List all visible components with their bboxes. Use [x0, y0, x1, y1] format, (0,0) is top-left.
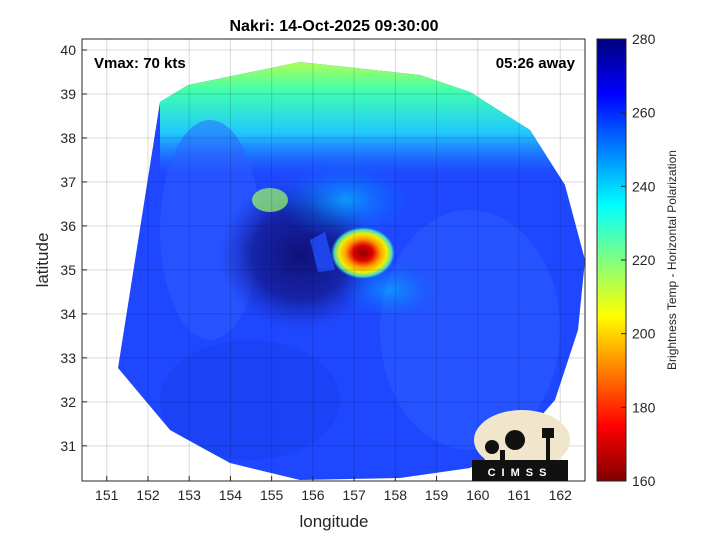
time-away-annotation: 05:26 away [496, 55, 576, 72]
swath-image [118, 62, 585, 480]
x-tick-label: 160 [466, 487, 490, 503]
x-tick-label: 157 [342, 487, 366, 503]
y-tick-label: 32 [60, 394, 76, 410]
y-axis-label: latitude [33, 233, 52, 288]
y-axis-ticks: 31 32 33 34 35 36 37 38 39 40 [60, 42, 87, 454]
x-tick-label: 156 [301, 487, 325, 503]
y-tick-label: 40 [60, 42, 76, 58]
y-tick-label: 33 [60, 350, 76, 366]
colorbar-label: Brightness Temp - Horizontal Polarizatio… [665, 150, 679, 370]
colorbar-tick-label: 180 [632, 399, 656, 415]
y-tick-label: 38 [60, 130, 76, 146]
y-tick-label: 35 [60, 262, 76, 278]
colorbar-tick-label: 200 [632, 326, 656, 342]
x-tick-label: 162 [549, 487, 573, 503]
colorbar-ticks: 280 260 240 220 200 180 160 [621, 31, 656, 489]
cimss-logo: CIMSS [472, 410, 570, 481]
y-tick-label: 34 [60, 306, 76, 322]
x-tick-label: 152 [136, 487, 160, 503]
x-tick-label: 153 [178, 487, 202, 503]
vmax-annotation: Vmax: 70 kts [94, 55, 186, 72]
grid-lines [82, 39, 585, 481]
x-axis-label: longitude [299, 512, 368, 531]
y-tick-label: 36 [60, 218, 76, 234]
colorbar-tick-label: 220 [632, 252, 656, 268]
colorbar-tick-label: 280 [632, 31, 656, 47]
x-tick-label: 158 [384, 487, 408, 503]
x-tick-label: 151 [95, 487, 119, 503]
colorbar-tick-label: 240 [632, 178, 656, 194]
x-tick-label: 161 [507, 487, 531, 503]
x-tick-label: 155 [260, 487, 284, 503]
y-tick-label: 31 [60, 438, 76, 454]
chart-title: Nakri: 14-Oct-2025 09:30:00 [229, 18, 438, 35]
cimss-logo-text: CIMSS [488, 467, 553, 479]
x-tick-label: 159 [425, 487, 449, 503]
x-axis-ticks: 151 152 153 154 155 156 157 158 159 160 161 162 [95, 476, 572, 503]
x-tick-label: 154 [219, 487, 243, 503]
colorbar-tick-label: 260 [632, 105, 656, 121]
colorbar-tick-label: 160 [632, 473, 656, 489]
y-tick-label: 39 [60, 86, 76, 102]
plot-frame [81, 38, 586, 482]
y-tick-label: 37 [60, 174, 76, 190]
